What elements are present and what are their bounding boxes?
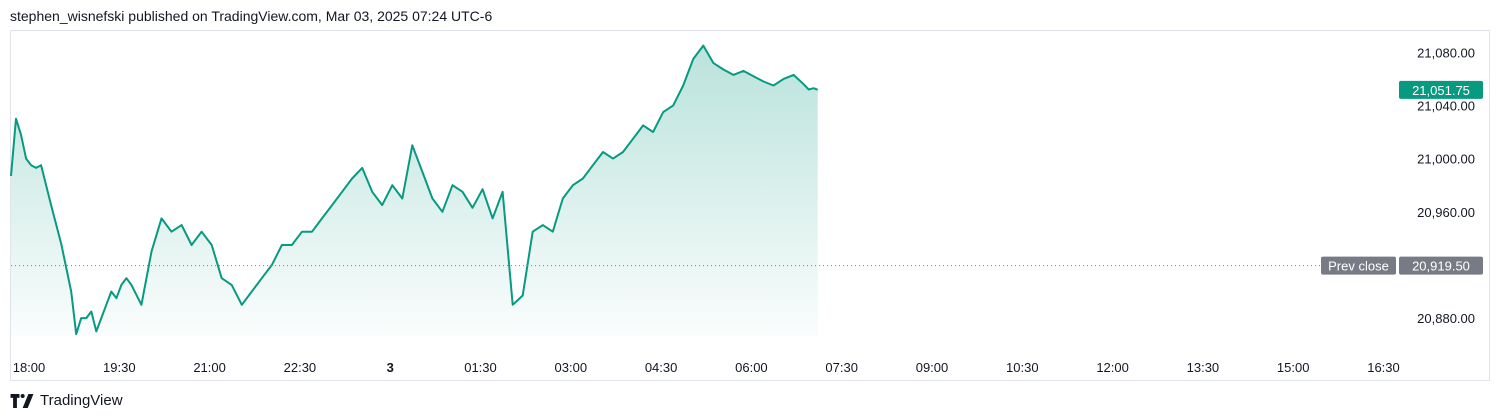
y-axis: 20,880.0020,920.0020,960.0021,000.0021,0…: [1417, 45, 1475, 326]
footer-brand[interactable]: TradingView: [10, 392, 123, 409]
y-tick-label: 20,960.00: [1417, 205, 1475, 220]
x-tick-label: 07:30: [825, 360, 858, 375]
x-tick-label: 15:00: [1277, 360, 1310, 375]
x-tick-label: 10:30: [1006, 360, 1039, 375]
x-tick-label: 13:30: [1187, 360, 1220, 375]
x-tick-label: 01:30: [464, 360, 497, 375]
x-tick-label: 16:30: [1367, 360, 1400, 375]
x-tick-label: 12:00: [1096, 360, 1129, 375]
y-tick-label: 21,040.00: [1417, 98, 1475, 113]
tradingview-logo-icon: [10, 393, 34, 408]
prev-close-price-badge: [1399, 256, 1483, 275]
area-fill: [11, 45, 818, 336]
attribution-text: stephen_wisnefski published on TradingVi…: [10, 8, 493, 24]
x-tick-label: 19:30: [103, 360, 136, 375]
prev-close-tag-label: Prev close: [1328, 259, 1389, 274]
x-tick-label: 06:00: [735, 360, 768, 375]
prev-close-price-label: 20,919.50: [1412, 259, 1470, 274]
y-tick-label: 21,080.00: [1417, 45, 1475, 60]
footer-brand-label: TradingView: [40, 392, 123, 409]
x-tick-label: 21:00: [193, 360, 226, 375]
x-tick-label: 04:30: [645, 360, 678, 375]
x-axis: 18:00 19:30 21:00 22:30 3 01:30 03:00 04:30 06:0…: [13, 360, 1400, 375]
y-tick-label: 21,000.00: [1417, 152, 1475, 167]
price-line: [10, 44, 819, 336]
x-tick-label: 09:00: [916, 360, 949, 375]
series-line-layer: [10, 44, 819, 336]
x-tick-label: 18:00: [13, 360, 46, 375]
y-tick-label: 20,880.00: [1417, 311, 1475, 326]
price-badges: Prev close 20,919.50 21,051.75: [1321, 80, 1483, 275]
last-price-badge: [1399, 80, 1483, 99]
x-tick-label: 3: [387, 360, 394, 375]
x-tick-label: 03:00: [555, 360, 588, 375]
x-tick-label: 22:30: [284, 360, 317, 375]
last-price-label: 21,051.75: [1412, 83, 1470, 98]
chart-frame[interactable]: [10, 30, 1490, 381]
prev-close-tag: [1321, 256, 1396, 275]
area-layer: [11, 45, 818, 336]
